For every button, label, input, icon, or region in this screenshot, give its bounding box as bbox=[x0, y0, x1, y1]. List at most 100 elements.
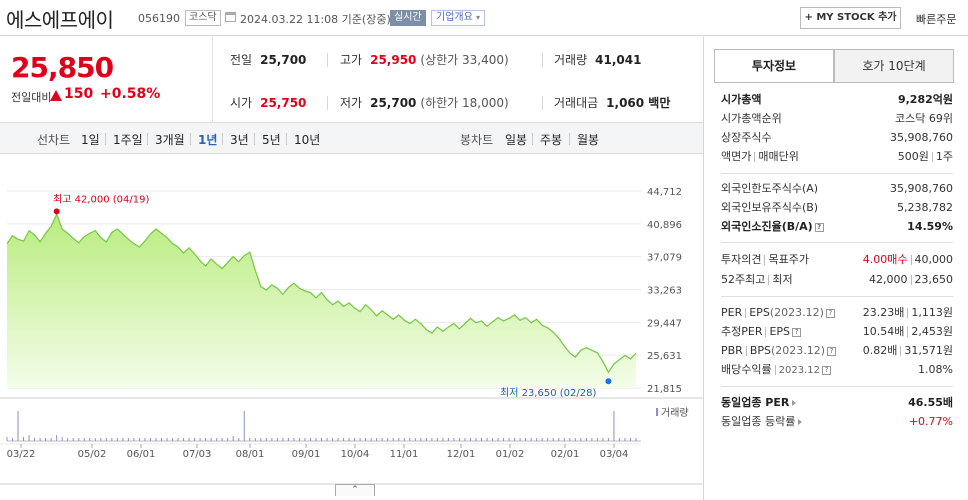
quick-order-link[interactable]: 빠른주문 bbox=[916, 13, 957, 26]
row-foreign-limit: 외국인한도주식수(A) 35,908,760 bbox=[721, 182, 953, 195]
y-tick-label: 25,631 bbox=[647, 351, 682, 362]
x-tick-label: 01/02 bbox=[496, 449, 525, 460]
y-tick-label: 21,815 bbox=[647, 384, 682, 395]
row-pbr-bps: PBR BPS(2023.12)? 0.82배 31,571원 bbox=[721, 344, 953, 357]
candle-weekly[interactable]: 주봉 bbox=[540, 133, 563, 147]
stat-low: 저가 25,700 (하한가 18,000) bbox=[340, 96, 509, 110]
x-tick-label: 11/01 bbox=[390, 449, 419, 460]
x-tick-label: 03/04 bbox=[600, 449, 629, 460]
x-tick-label: 09/01 bbox=[292, 449, 321, 460]
up-triangle-icon bbox=[50, 90, 62, 101]
divider bbox=[190, 133, 191, 145]
help-icon[interactable]: ? bbox=[792, 327, 802, 337]
divider bbox=[542, 53, 543, 67]
stock-code: 056190 bbox=[138, 12, 180, 25]
caret-right-icon bbox=[798, 419, 803, 425]
help-icon[interactable]: ? bbox=[825, 308, 835, 318]
period-3y[interactable]: 3년 bbox=[230, 133, 249, 147]
candle-monthly[interactable]: 월봉 bbox=[577, 133, 600, 147]
volume-label: 거래량 bbox=[661, 407, 689, 419]
period-10y[interactable]: 10년 bbox=[294, 133, 321, 147]
price-summary: 25,850 전일대비 150 +0.58% bbox=[0, 37, 213, 122]
x-tick-label: 12/01 bbox=[447, 449, 476, 460]
max-marker bbox=[53, 208, 60, 215]
y-tick-label: 44,712 bbox=[647, 187, 682, 198]
row-listed-shares: 상장주식수 35,908,760 bbox=[721, 131, 953, 144]
help-icon[interactable]: ? bbox=[814, 222, 824, 232]
row-forward-per: 추정PER EPS? 10.54배 2,453원 bbox=[721, 325, 953, 338]
y-tick-label: 29,447 bbox=[647, 318, 682, 329]
divider bbox=[254, 133, 255, 145]
row-market-cap-rank: 시가총액순위 코스닥 69위 bbox=[721, 112, 953, 125]
period-1y[interactable]: 1년 bbox=[198, 133, 218, 147]
x-tick-label: 06/01 bbox=[127, 449, 156, 460]
row-per-eps: PER EPS(2023.12)? 23.23배 1,113원 bbox=[721, 306, 953, 319]
row-52w: 52주최고 최저 42,000 23,650 bbox=[721, 273, 953, 286]
x-tick-label: 10/04 bbox=[341, 449, 370, 460]
market-badge: 코스닥 bbox=[185, 10, 221, 26]
row-dividend: 배당수익률 2023.12? 1.08% bbox=[721, 363, 953, 376]
tab-order-book[interactable]: 호가 10단계 bbox=[834, 49, 954, 83]
calendar-icon bbox=[225, 12, 236, 22]
row-opinion: 투자의견 목표주가 4.00매수 40,000 bbox=[721, 253, 953, 266]
price-change-percent: +0.58% bbox=[100, 86, 161, 102]
divider bbox=[105, 133, 106, 145]
chart-period-bar: 선차트 1일 1주일 3개월 1년 3년 5년 10년 봉차트 일봉 주봉 월봉 bbox=[0, 122, 703, 154]
row-market-cap: 시가총액 9,282억원 bbox=[721, 93, 953, 106]
help-icon[interactable]: ? bbox=[821, 365, 831, 375]
period-1d[interactable]: 1일 bbox=[81, 133, 100, 147]
stat-amount: 거래대금 1,060 백만 bbox=[554, 96, 671, 110]
stock-header: 에스에프에이 056190 코스닥 2024.03.22 11:08 기준(장중… bbox=[0, 0, 968, 36]
x-tick-label: 08/01 bbox=[236, 449, 265, 460]
period-3m[interactable]: 3개월 bbox=[155, 133, 185, 147]
price-area bbox=[7, 214, 636, 388]
caret-right-icon bbox=[792, 400, 797, 406]
company-overview-button[interactable]: 기업개요 ▾ bbox=[431, 10, 486, 26]
y-tick-label: 37,079 bbox=[647, 253, 682, 264]
candle-daily[interactable]: 일봉 bbox=[505, 133, 528, 147]
investment-info-panel: 투자정보 호가 10단계 시가총액 9,282억원 시가총액순위 코스닥 69위 상… bbox=[703, 37, 968, 500]
tab-investment-info[interactable]: 투자정보 bbox=[714, 49, 834, 83]
add-mystock-button[interactable]: + MY STOCK 추가 bbox=[800, 7, 901, 29]
realtime-badge[interactable]: 실시간 bbox=[390, 10, 426, 26]
current-price: 25,850 bbox=[11, 51, 114, 84]
change-label: 전일대비 bbox=[11, 91, 52, 104]
x-tick-label: 02/01 bbox=[551, 449, 580, 460]
price-chart: 44,712 40,896 37,079 33,263 29,447 25,631 21,8… bbox=[0, 154, 703, 500]
stat-volume: 거래량 41,041 bbox=[554, 53, 642, 67]
candle-chart-label: 봉차트 bbox=[460, 133, 494, 147]
divider bbox=[327, 53, 328, 67]
divider bbox=[721, 242, 953, 243]
y-tick-label: 33,263 bbox=[647, 286, 682, 297]
period-1w[interactable]: 1주일 bbox=[113, 133, 143, 147]
chevron-up-icon[interactable]: ⌃ bbox=[335, 484, 375, 496]
price-change: 150 bbox=[64, 86, 94, 102]
stat-prev: 전일 25,700 bbox=[230, 53, 307, 67]
divider bbox=[714, 82, 954, 83]
x-tick-label: 03/22 bbox=[7, 449, 36, 460]
period-5y[interactable]: 5년 bbox=[262, 133, 281, 147]
divider bbox=[542, 96, 543, 110]
row-par-value: 액면가 매매단위 500원 1주 bbox=[721, 150, 953, 163]
price-stats: 전일 25,700 고가 25,950 (상한가 33,400) 거래량 41,041 … bbox=[213, 37, 703, 122]
row-sector-rate: 동일업종 등락률 +0.77% bbox=[721, 415, 953, 428]
divider bbox=[721, 386, 953, 387]
volume-legend-icon bbox=[656, 408, 658, 416]
row-foreign-ratio: 외국인소진율(B/A)? 14.59% bbox=[721, 220, 953, 233]
min-label: 최저 23,650 (02/28) bbox=[500, 387, 596, 399]
stock-name: 에스에프에이 bbox=[6, 8, 114, 32]
chevron-down-icon: ▾ bbox=[476, 13, 481, 22]
help-icon[interactable]: ? bbox=[827, 346, 837, 356]
quote-datetime: 2024.03.22 11:08 기준(장중) bbox=[240, 13, 391, 26]
row-sector-per: 동일업종 PER 46.55배 bbox=[721, 396, 953, 409]
divider bbox=[721, 173, 953, 174]
max-label: 최고 42,000 (04/19) bbox=[53, 193, 149, 205]
min-marker bbox=[605, 378, 612, 385]
stat-high: 고가 25,950 (상한가 33,400) bbox=[340, 53, 509, 67]
divider bbox=[147, 133, 148, 145]
divider bbox=[286, 133, 287, 145]
divider bbox=[721, 296, 953, 297]
price-line bbox=[6, 212, 637, 374]
x-tick-label: 07/03 bbox=[183, 449, 212, 460]
divider bbox=[569, 133, 570, 145]
